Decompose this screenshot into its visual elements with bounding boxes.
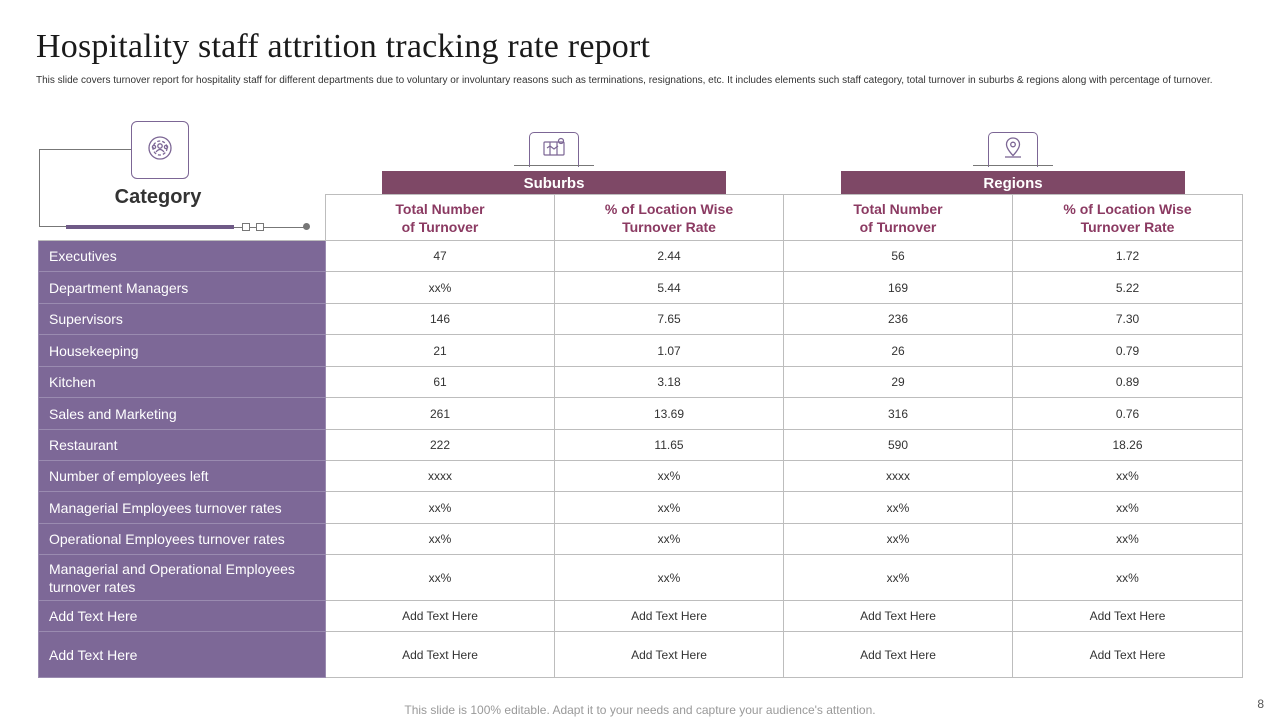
value-cell: 29	[783, 366, 1013, 398]
row-category-cell: Kitchen	[38, 366, 326, 398]
row-category-cell: Housekeeping	[38, 334, 326, 367]
value-cell: Add Text Here	[325, 631, 555, 678]
row-category-cell: Executives	[38, 240, 326, 272]
turnover-table: Total Number of Turnover % of Location Wi…	[38, 194, 1243, 678]
header-blank-cell	[38, 194, 326, 241]
table-row: Kitchen 61 3.18 29 0.89	[38, 366, 1243, 398]
table-row: Restaurant 222 11.65 590 18.26	[38, 429, 1243, 461]
value-cell: Add Text Here	[325, 600, 555, 632]
value-cell: xx%	[783, 523, 1013, 555]
column-header: Total Number of Turnover	[783, 194, 1013, 241]
value-cell: 56	[783, 240, 1013, 272]
value-cell: Add Text Here	[554, 631, 784, 678]
value-cell: xx%	[1012, 554, 1243, 601]
column-header: % of Location Wise Turnover Rate	[554, 194, 784, 241]
table-row: Sales and Marketing 261 13.69 316 0.76	[38, 397, 1243, 430]
staff-gear-icon	[145, 133, 175, 168]
value-cell: Add Text Here	[783, 631, 1013, 678]
row-category-cell: Managerial Employees turnover rates	[38, 491, 326, 524]
value-cell: 0.89	[1012, 366, 1243, 398]
value-cell: 261	[325, 397, 555, 430]
value-cell: Add Text Here	[554, 600, 784, 632]
value-cell: xx%	[325, 491, 555, 524]
value-cell: 26	[783, 334, 1013, 367]
value-cell: xx%	[554, 554, 784, 601]
value-cell: 21	[325, 334, 555, 367]
value-cell: 18.26	[1012, 429, 1243, 461]
row-category-cell: Department Managers	[38, 271, 326, 304]
value-cell: Add Text Here	[783, 600, 1013, 632]
table-row: Add Text Here Add Text Here Add Text Here A…	[38, 631, 1243, 678]
map-pin-icon	[1002, 136, 1024, 165]
row-category-cell: Sales and Marketing	[38, 397, 326, 430]
value-cell: 7.65	[554, 303, 784, 335]
table-row: Add Text Here Add Text Here Add Text Here A…	[38, 600, 1243, 632]
value-cell: xx%	[325, 523, 555, 555]
value-cell: 11.65	[554, 429, 784, 461]
value-cell: 236	[783, 303, 1013, 335]
table-row: Executives 47 2.44 56 1.72	[38, 240, 1243, 272]
column-header: % of Location Wise Turnover Rate	[1012, 194, 1243, 241]
value-cell: xx%	[1012, 460, 1243, 492]
value-cell: 47	[325, 240, 555, 272]
table-header-row: Total Number of Turnover % of Location Wi…	[38, 194, 1243, 241]
regions-group-header: Regions	[841, 171, 1185, 195]
location-map-icon	[541, 137, 567, 164]
value-cell: Add Text Here	[1012, 631, 1243, 678]
row-category-cell: Add Text Here	[38, 631, 326, 678]
value-cell: xx%	[554, 491, 784, 524]
table-row: Managerial Employees turnover rates xx% xx…	[38, 491, 1243, 524]
regions-icon-line	[973, 165, 1053, 166]
table-row: Number of employees left xxxx xx% xxxx xx%	[38, 460, 1243, 492]
value-cell: 5.22	[1012, 271, 1243, 304]
value-cell: 0.76	[1012, 397, 1243, 430]
value-cell: 61	[325, 366, 555, 398]
value-cell: xx%	[325, 554, 555, 601]
value-cell: xx%	[783, 491, 1013, 524]
row-category-cell: Supervisors	[38, 303, 326, 335]
suburbs-icon-box	[529, 132, 579, 167]
row-category-cell: Add Text Here	[38, 600, 326, 632]
value-cell: 2.44	[554, 240, 784, 272]
page-number: 8	[1257, 697, 1264, 711]
row-category-cell: Managerial and Operational Employees tur…	[38, 554, 326, 601]
table-row: Supervisors 146 7.65 236 7.30	[38, 303, 1243, 335]
value-cell: 1.07	[554, 334, 784, 367]
value-cell: 169	[783, 271, 1013, 304]
regions-icon-box	[988, 132, 1038, 167]
value-cell: xx%	[1012, 523, 1243, 555]
table-row: Department Managers xx% 5.44 169 5.22	[38, 271, 1243, 304]
value-cell: xx%	[554, 523, 784, 555]
suburbs-icon-line	[514, 165, 594, 166]
value-cell: 7.30	[1012, 303, 1243, 335]
value-cell: Add Text Here	[1012, 600, 1243, 632]
value-cell: 590	[783, 429, 1013, 461]
value-cell: 0.79	[1012, 334, 1243, 367]
value-cell: 3.18	[554, 366, 784, 398]
column-header: Total Number of Turnover	[325, 194, 555, 241]
table-row: Housekeeping 21 1.07 26 0.79	[38, 334, 1243, 367]
value-cell: 146	[325, 303, 555, 335]
value-cell: 316	[783, 397, 1013, 430]
footer-note: This slide is 100% editable. Adapt it to…	[404, 703, 876, 717]
value-cell: 222	[325, 429, 555, 461]
value-cell: xx%	[783, 554, 1013, 601]
value-cell: 5.44	[554, 271, 784, 304]
value-cell: xx%	[325, 271, 555, 304]
category-icon-box	[131, 121, 189, 179]
table-row: Managerial and Operational Employees tur…	[38, 554, 1243, 601]
value-cell: 1.72	[1012, 240, 1243, 272]
row-category-cell: Number of employees left	[38, 460, 326, 492]
value-cell: xx%	[554, 460, 784, 492]
page-title: Hospitality staff attrition tracking rat…	[36, 28, 651, 65]
row-category-cell: Operational Employees turnover rates	[38, 523, 326, 555]
row-category-cell: Restaurant	[38, 429, 326, 461]
table-row: Operational Employees turnover rates xx% x…	[38, 523, 1243, 555]
suburbs-group-header: Suburbs	[382, 171, 726, 195]
value-cell: xxxx	[325, 460, 555, 492]
value-cell: xx%	[1012, 491, 1243, 524]
value-cell: 13.69	[554, 397, 784, 430]
page-subtitle: This slide covers turnover report for ho…	[36, 75, 1213, 86]
value-cell: xxxx	[783, 460, 1013, 492]
